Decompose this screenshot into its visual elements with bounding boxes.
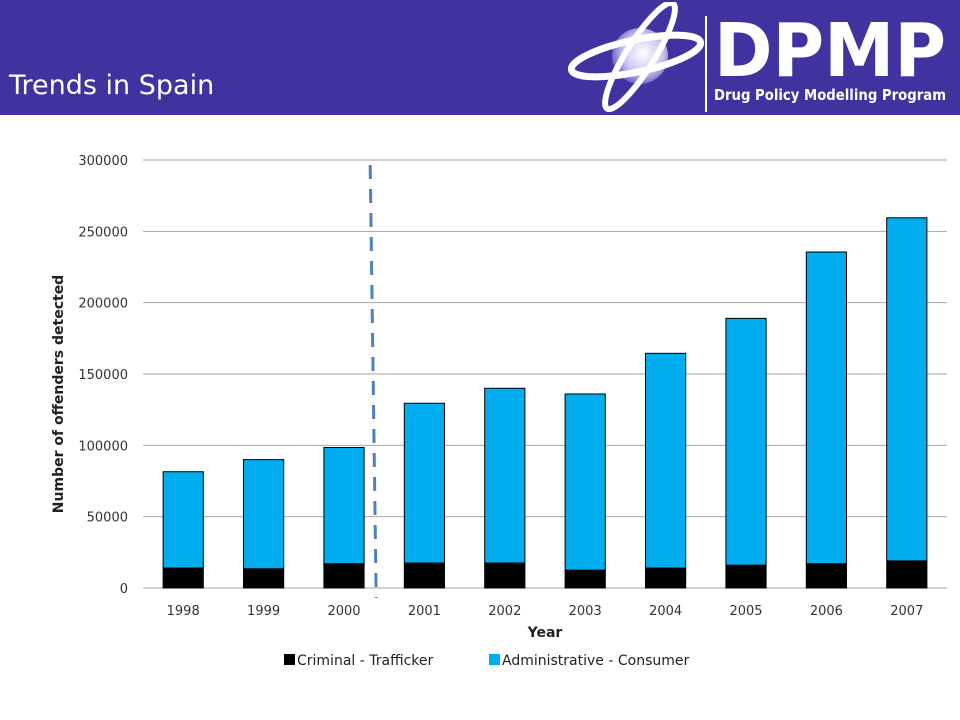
legend-swatch-administrative [489,654,500,665]
x-tick-label: 2002 [488,604,521,619]
y-tick-label: 50000 [87,511,128,526]
bars [162,217,928,589]
y-axis-ticks: 0 50000 100000 150000 200000 250000 300000 [78,154,128,597]
bar-criminal-2004 [645,567,687,589]
bar-administrative-2000 [323,446,365,565]
y-tick-label: 250000 [78,225,128,240]
bar-administrative-2001 [403,402,445,564]
bar-criminal-2003 [564,569,606,589]
period-divider-line [368,164,378,599]
slide-title: Trends in Spain [9,70,215,101]
y-tick-label: 300000 [78,154,128,169]
x-axis-title: Year [527,625,563,641]
bar-criminal-2005 [725,564,767,589]
bar-administrative-2003 [564,393,606,571]
x-tick-label: 1998 [167,604,200,619]
bar-criminal-2007 [886,560,928,589]
bar-criminal-2001 [403,562,445,589]
bar-administrative-2005 [725,317,767,566]
y-tick-label: 0 [120,582,128,597]
bar-criminal-2006 [805,563,847,589]
x-tick-label: 2006 [810,604,843,619]
bar-criminal-2002 [484,562,526,589]
y-tick-label: 100000 [78,439,128,454]
legend-label-criminal: Criminal - Trafficker [297,653,434,669]
bar-criminal-1998 [162,567,204,589]
logo-subtitle: Drug Policy Modelling Program [714,86,946,104]
bar-chart: 0 50000 100000 150000 200000 250000 300000 199… [51,154,947,669]
bar-administrative-2006 [805,251,847,565]
y-axis-title: Number of offenders detected [51,275,67,513]
logo-wordmark: DPMP [714,8,946,94]
x-tick-label: 2007 [890,604,923,619]
bar-administrative-2002 [484,387,526,564]
legend-swatch-criminal [284,654,295,665]
x-tick-label: 2000 [327,604,360,619]
bar-administrative-1998 [162,471,204,569]
y-tick-label: 200000 [78,297,128,312]
atom-icon [568,2,705,113]
x-tick-label: 2001 [408,604,441,619]
bar-criminal-1999 [243,568,285,589]
y-tick-label: 150000 [78,368,128,383]
x-tick-label: 2005 [729,604,762,619]
bar-administrative-2004 [645,352,687,569]
x-axis-ticks: 1998 1999 2000 2001 2002 2003 2004 2005 2006 2007 [167,604,924,619]
legend: Criminal - Trafficker Administrative - C… [284,653,689,669]
x-tick-label: 2004 [649,604,682,619]
x-tick-label: 1999 [247,604,280,619]
bar-criminal-2000 [323,563,365,589]
x-tick-label: 2003 [569,604,602,619]
bar-administrative-2007 [886,217,928,562]
bar-administrative-1999 [243,459,285,570]
slide-header: Trends in Spain DPMP Drug Policy Modellin… [0,0,960,115]
legend-label-administrative: Administrative - Consumer [502,653,689,669]
